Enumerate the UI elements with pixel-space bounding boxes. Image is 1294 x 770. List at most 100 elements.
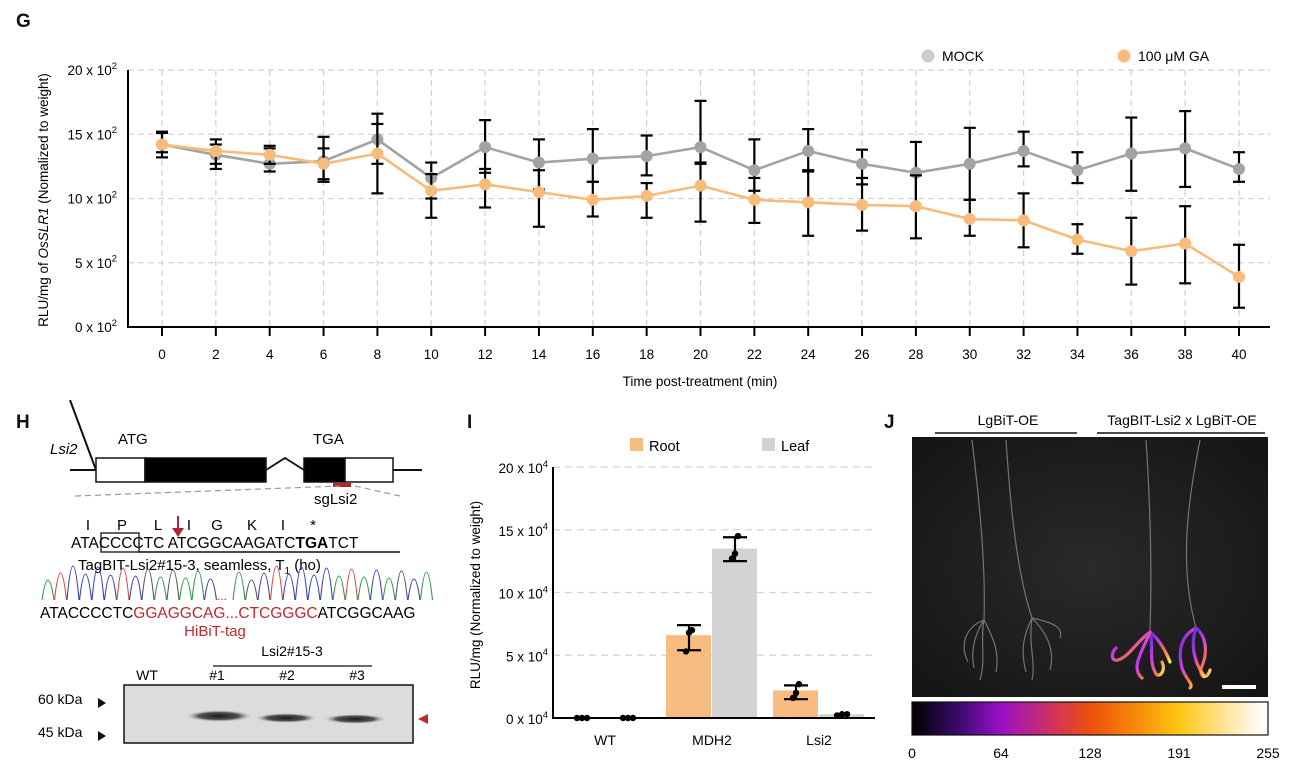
- chromatogram-peak: [407, 578, 421, 601]
- chart-i-y-tick-label-exp: 4: [543, 522, 548, 533]
- chart-i-axes: [552, 467, 875, 719]
- chart-i-data-point: [789, 694, 797, 702]
- chart-i-y-tick-label-exp: 4: [543, 647, 548, 658]
- chart-g-point: [1017, 214, 1030, 227]
- chromatogram-peak: [332, 575, 346, 601]
- chart-g-point: [640, 189, 653, 202]
- zoom-guide-right: [354, 485, 401, 497]
- chart-i-x-tick-label: MDH2: [692, 732, 732, 748]
- chart-i-data-point: [688, 626, 696, 634]
- chart-i-bars: [573, 532, 864, 722]
- chart-g-x-tick-label: 30: [962, 347, 977, 362]
- sanger-chromatogram: ...: [41, 565, 434, 603]
- start-codon-label: ATG: [118, 431, 148, 448]
- chart-g-point: [1233, 270, 1245, 283]
- chart-g-y-tick-label-exp: 2: [112, 254, 117, 265]
- chart-g-y-tick-label-exp: 2: [112, 318, 117, 329]
- chart-g-x-axis-label: Time post-treatment (min): [623, 374, 778, 389]
- group-label-lgbit-oe: LgBiT-OE: [978, 412, 1039, 428]
- blot-band-3: [323, 714, 387, 724]
- marker-45kda: 45 kDa: [38, 724, 83, 740]
- seq-part: ATA: [71, 535, 100, 552]
- chart-g-x-tick-label: 14: [531, 347, 547, 362]
- chart-g-legend-mock-marker: [921, 49, 935, 63]
- chart-g-point: [479, 141, 492, 154]
- chromatogram-peak: [394, 570, 409, 601]
- chromatogram-peak: [116, 567, 130, 601]
- chromatogram-peak: [382, 577, 396, 601]
- chart-g-x-tick-label: 38: [1178, 347, 1193, 362]
- exon2-utr: [344, 457, 394, 483]
- chart-i-y-tick-label-exp: 4: [543, 584, 548, 595]
- chart-g-x-tick-label: 34: [1070, 347, 1086, 362]
- chart-g-point: [371, 147, 384, 160]
- line-label-sub: 1: [284, 566, 290, 577]
- blot-lane-3: #3: [349, 667, 365, 683]
- chart-i-y-tick-label-base: 5 x 10: [506, 649, 543, 664]
- chart-g-x-tick-label: 24: [801, 347, 817, 362]
- amino-acid: L: [154, 517, 162, 534]
- marker-60kda-arrow-icon: [98, 698, 106, 708]
- chromatogram-peak: [91, 566, 105, 601]
- colorbar-tick-label: 255: [1256, 745, 1280, 761]
- chart-g-y-tick-label: 20 x 102: [67, 61, 117, 78]
- chart-i-legend-root-swatch: [630, 438, 643, 451]
- amino-acid: P: [117, 517, 127, 534]
- chromatogram-peak: [78, 573, 93, 601]
- chart-g-y-tick-label-exp: 2: [112, 125, 117, 136]
- chart-g-x-tick-label: 40: [1231, 347, 1246, 362]
- chart-g-point: [156, 138, 168, 151]
- chart-i-y-tick-label: 20 x 104: [498, 459, 548, 476]
- chart-g-point: [1125, 245, 1138, 258]
- chart-g-point: [317, 157, 330, 170]
- chart-i-x-tick-label: Lsi2: [806, 732, 832, 748]
- blot-lane-2: #2: [279, 667, 295, 683]
- blot-band-1: [185, 710, 253, 722]
- chromatogram-peak: [319, 567, 334, 601]
- blot-lane-1: #1: [209, 667, 225, 683]
- chart-g-y-tick-label-exp: 2: [112, 189, 117, 200]
- chart-g-legend: MOCK 100 μM GA: [921, 48, 1210, 64]
- colorbar-tick-label: 64: [993, 745, 1009, 761]
- chart-g-legend-mock-label: MOCK: [942, 48, 985, 64]
- chart-i-y-tick-label-base: 0 x 10: [506, 712, 543, 727]
- chromatogram-gap: ...: [217, 589, 227, 603]
- colorbar-ticks: 0 64 128 191 255: [908, 745, 1280, 761]
- chart-g-x-tick-label: 26: [855, 347, 870, 362]
- hibit-tag-label: HiBiT-tag: [184, 623, 246, 640]
- colorbar-tick-label: 128: [1078, 745, 1102, 761]
- panel-j-image: LgBiT-OE TagBIT-Lsi2 x LgBiT-OE 0 64 128 19…: [908, 412, 1280, 761]
- chart-i-data-point: [682, 648, 690, 655]
- chart-i-data-point: [728, 555, 736, 562]
- panel-letter-h: H: [16, 412, 30, 433]
- chart-g-point: [694, 179, 707, 192]
- chart-g-point: [532, 156, 545, 169]
- chart-g-y-tick-label-base: 10 x 10: [67, 192, 111, 207]
- roots-tagbit-stems: [1145, 439, 1201, 633]
- panel-h-diagram: Lsi2 ATG TGA sgLsi2 I P L I G K I * ATACCCCTC A…: [38, 400, 434, 744]
- chart-g-x-tick-label: 18: [639, 347, 654, 362]
- zoom-guide-left: [74, 485, 341, 497]
- chart-g-point: [1233, 162, 1245, 175]
- chart-g-point: [209, 144, 222, 157]
- chart-g-point: [1125, 147, 1138, 160]
- chromatogram-peak: [141, 568, 155, 601]
- chromatogram-peak: [103, 574, 118, 601]
- luminescence-image: [912, 437, 1268, 697]
- chart-g-y-tick-label-base: 20 x 10: [67, 63, 111, 78]
- chromatogram-peak: [307, 574, 321, 601]
- chromatogram-peak: [191, 570, 205, 601]
- roots-lgbit-oe: [963, 439, 1062, 681]
- chart-i-data-point: [731, 550, 739, 557]
- line-label: TagBIT-Lsi2#15-3, seamless, T1 (ho): [78, 557, 321, 577]
- chromatogram-peak: [294, 566, 309, 601]
- chart-g-point: [532, 186, 545, 199]
- chart-g-point: [425, 184, 438, 197]
- chart-g-y-axis-label-part1: RLU/mg of: [36, 259, 51, 327]
- exon1-cds: [144, 457, 267, 483]
- chart-g-point: [1071, 233, 1084, 246]
- chart-g-x-tick-label: 36: [1124, 347, 1139, 362]
- seq-part: CTC: [132, 535, 164, 552]
- chromatogram-peak: [419, 571, 434, 601]
